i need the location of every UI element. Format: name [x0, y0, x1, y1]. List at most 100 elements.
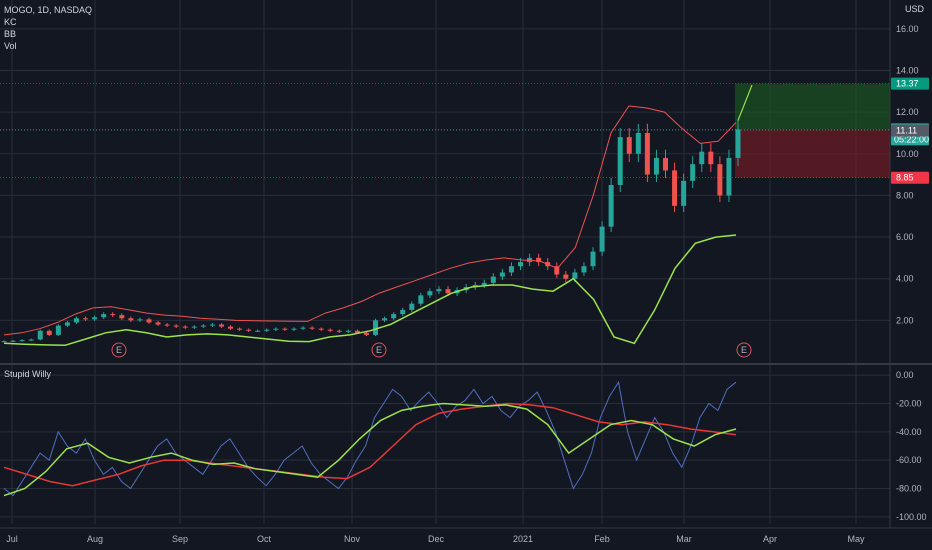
candle-body: [554, 266, 560, 275]
candle-body: [318, 328, 324, 330]
x-tick-label: Apr: [763, 534, 777, 544]
willy-title[interactable]: Stupid Willy: [4, 369, 52, 379]
candle-body: [119, 315, 125, 319]
candle-body: [572, 272, 578, 279]
x-tick-label: Mar: [676, 534, 692, 544]
candle-body: [681, 180, 687, 206]
target-arrow: [737, 84, 753, 121]
candle-body: [182, 326, 188, 328]
x-tick-label: Jul: [6, 534, 18, 544]
earnings-label: E: [741, 345, 747, 355]
candle-body: [209, 324, 215, 326]
price-tick-label: 16.00: [896, 24, 919, 34]
x-tick-label: Feb: [594, 534, 610, 544]
earnings-label: E: [116, 345, 122, 355]
candle-body: [418, 295, 424, 304]
candle-body: [717, 164, 723, 196]
candle-body: [436, 289, 442, 292]
candle-body: [708, 151, 714, 165]
candle-body: [508, 266, 514, 273]
candle-body: [354, 330, 360, 333]
price-tag-label: 11.11: [896, 126, 917, 136]
candle-body: [137, 319, 143, 321]
candle-body: [726, 157, 732, 196]
candle-body: [336, 330, 342, 332]
price-tick-label: 4.00: [896, 274, 914, 284]
candle-body: [590, 251, 596, 267]
price-tick-label: 8.00: [896, 190, 914, 200]
earnings-marker: [111, 342, 127, 358]
symbol-title[interactable]: MOGO, 1D, NASDAQ: [4, 5, 93, 15]
willy-tick-label: -20.00: [896, 398, 922, 408]
price-tick-label: 2.00: [896, 315, 914, 325]
candle-body: [37, 330, 43, 340]
willy-tick-label: -40.00: [896, 427, 922, 437]
candle-body: [409, 303, 415, 310]
x-tick-label: Aug: [87, 534, 103, 544]
candle-body: [218, 324, 224, 327]
candle-body: [264, 329, 270, 331]
candle-body: [373, 320, 379, 335]
price-tag-label: 8.85: [896, 173, 914, 183]
candle-body: [690, 164, 696, 181]
candle-body: [653, 157, 659, 175]
stop-zone: [735, 129, 890, 178]
candle-body: [363, 332, 369, 335]
candle-body: [10, 340, 16, 342]
candle-body: [291, 328, 297, 330]
candle-body: [382, 318, 388, 321]
candle-body: [191, 326, 197, 328]
target-zone: [735, 83, 890, 130]
keltner-upper-line: [3, 105, 737, 336]
bollinger-lower-line: [3, 234, 737, 347]
candle-body: [309, 327, 315, 329]
candle-body: [83, 318, 89, 320]
candle-body: [255, 330, 261, 332]
candle-body: [626, 137, 632, 154]
candle-body: [155, 322, 161, 325]
candle-body: [445, 289, 451, 294]
indicator-vol[interactable]: Vol: [4, 41, 17, 51]
x-tick-label: Sep: [172, 534, 188, 544]
earnings-label: E: [376, 345, 382, 355]
candle-body: [246, 329, 252, 331]
candle-body: [536, 257, 542, 263]
candle-body: [101, 314, 107, 318]
candle-body: [173, 325, 179, 327]
candle-body: [599, 226, 605, 252]
willy-tick-label: -100.00: [896, 512, 927, 522]
indicator-bb[interactable]: BB: [4, 29, 17, 39]
willy-tick-label: 0.00: [896, 370, 914, 380]
candle-body: [237, 328, 243, 330]
candle-body: [391, 314, 397, 319]
x-tick-label: Dec: [428, 534, 445, 544]
currency-label: USD: [905, 4, 925, 14]
candle-body: [73, 318, 79, 323]
x-tick-label: Oct: [257, 534, 272, 544]
candle-body: [499, 272, 505, 277]
x-tick-label: 2021: [513, 534, 533, 544]
candle-body: [300, 327, 306, 329]
candle-body: [563, 274, 569, 279]
price-tick-label: 6.00: [896, 232, 914, 242]
price-tag-label: 13.37: [896, 79, 919, 89]
price-tag-time: 05:22:00: [894, 134, 929, 144]
willy-pane[interactable]: [3, 380, 737, 497]
x-tick-label: Nov: [344, 534, 361, 544]
candle-body: [1, 341, 7, 343]
candle-body: [128, 318, 134, 321]
candle-body: [617, 137, 623, 185]
candle-body: [46, 330, 52, 335]
indicator-kc[interactable]: KC: [4, 17, 17, 27]
price-tick-label: 14.00: [896, 65, 919, 75]
candle-body: [92, 317, 98, 320]
willy-tick-label: -80.00: [896, 484, 922, 494]
chart-legend: MOGO, 1D, NASDAQ KC BB Vol: [4, 4, 92, 52]
candle-body: [164, 324, 170, 326]
candle-body: [635, 132, 641, 154]
candle-body: [273, 328, 279, 330]
